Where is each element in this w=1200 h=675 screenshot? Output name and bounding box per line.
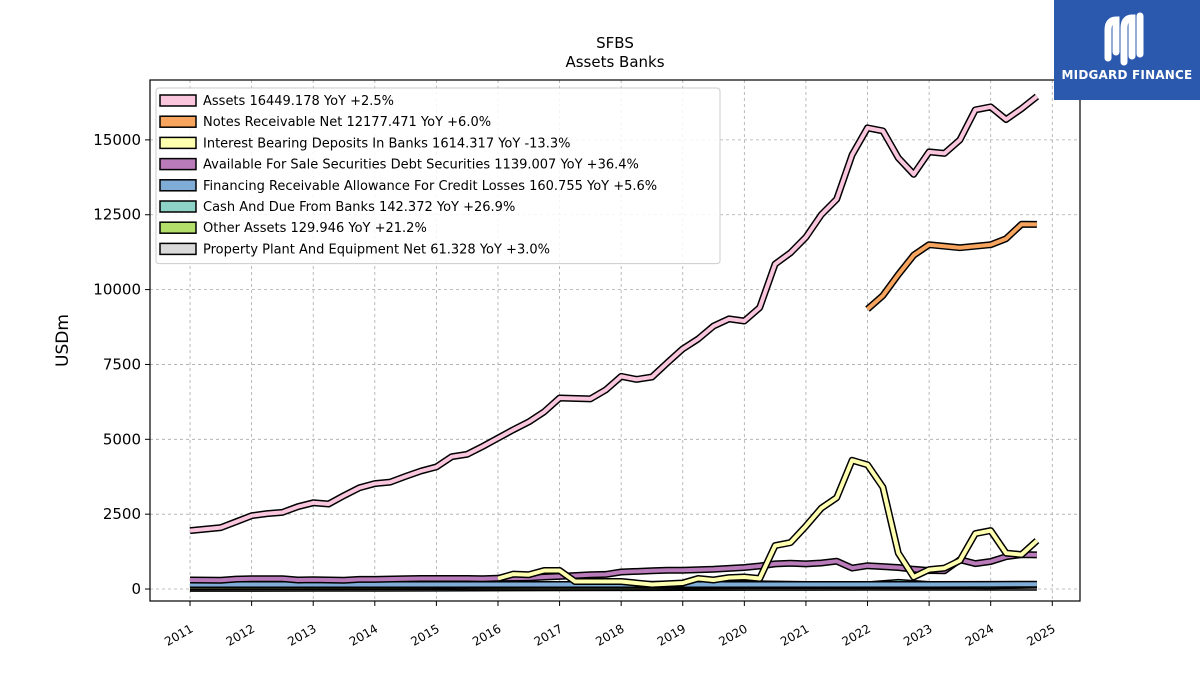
legend-swatch	[159, 157, 197, 171]
x-tick-label: 2023	[901, 621, 934, 648]
axis-ticks: 0 2500 5000 7500 10000 12500 15000 2011 2012 2013…	[93, 131, 1058, 649]
y-axis-label: USDm	[53, 314, 73, 367]
series-line-outline	[865, 220, 1037, 312]
x-tick-label: 2015	[408, 621, 441, 648]
series-line	[866, 222, 1037, 311]
series-line	[497, 458, 1039, 587]
x-tick-label: 2012	[224, 621, 257, 648]
legend-swatch	[159, 94, 197, 107]
x-tick-label: 2025	[1024, 621, 1057, 648]
y-tick-label: 7500	[103, 355, 141, 373]
legend-swatch	[159, 200, 197, 213]
y-tick-label: 10000	[93, 281, 141, 299]
legend-label: Property Plant And Equipment Net 61.328 …	[203, 242, 550, 257]
brand-name: MIDGARD FINANCE	[1061, 68, 1193, 82]
legend: Assets 16449.178 YoY +2.5% Notes Receivab…	[155, 87, 721, 265]
legend-swatch	[159, 136, 197, 150]
legend-swatch	[159, 115, 197, 128]
x-tick-label: 2016	[470, 621, 503, 648]
y-tick-label: 5000	[103, 430, 141, 448]
x-tick-label: 2020	[716, 621, 749, 648]
x-tick-label: 2013	[285, 621, 318, 648]
x-tick-label: 2019	[655, 621, 688, 648]
series-lines	[189, 93, 1040, 592]
legend-label: Interest Bearing Deposits In Banks 1614.…	[203, 136, 570, 151]
y-tick-label: 0	[131, 580, 141, 598]
legend-box	[155, 87, 721, 265]
legend-label: Cash And Due From Banks 142.372 YoY +26.…	[203, 200, 515, 215]
x-tick-label: 2011	[162, 621, 195, 648]
x-tick-label: 2018	[593, 621, 626, 648]
chart-subtitle: Assets Banks	[565, 53, 664, 71]
legend-swatch	[159, 179, 197, 192]
legend-swatch	[159, 221, 197, 234]
x-tick-label: 2022	[840, 621, 873, 648]
legend-label: Available For Sale Securities Debt Secur…	[203, 158, 639, 173]
y-tick-label: 2500	[103, 505, 141, 523]
plot-frame	[149, 79, 1081, 602]
x-tick-label: 2024	[963, 621, 996, 648]
y-tick-label: 15000	[93, 131, 141, 149]
x-tick-label: 2014	[347, 621, 380, 648]
midgard-logo-icon	[1104, 12, 1144, 66]
legend-swatch	[159, 242, 197, 256]
legend-label: Notes Receivable Net 12177.471 YoY +6.0%	[203, 115, 491, 130]
grid	[150, 80, 1080, 601]
y-tick-label: 12500	[93, 206, 141, 224]
chart-title: SFBS	[596, 34, 634, 52]
brand-logo: MIDGARD FINANCE	[1054, 0, 1200, 100]
legend-label: Other Assets 129.946 YoY +21.2%	[203, 221, 427, 236]
x-tick-label: 2021	[778, 621, 811, 648]
legend-label: Financing Receivable Allowance For Credi…	[203, 179, 657, 194]
series-line	[189, 94, 1039, 533]
x-tick-label: 2017	[532, 621, 565, 648]
legend-label: Assets 16449.178 YoY +2.5%	[203, 94, 394, 109]
